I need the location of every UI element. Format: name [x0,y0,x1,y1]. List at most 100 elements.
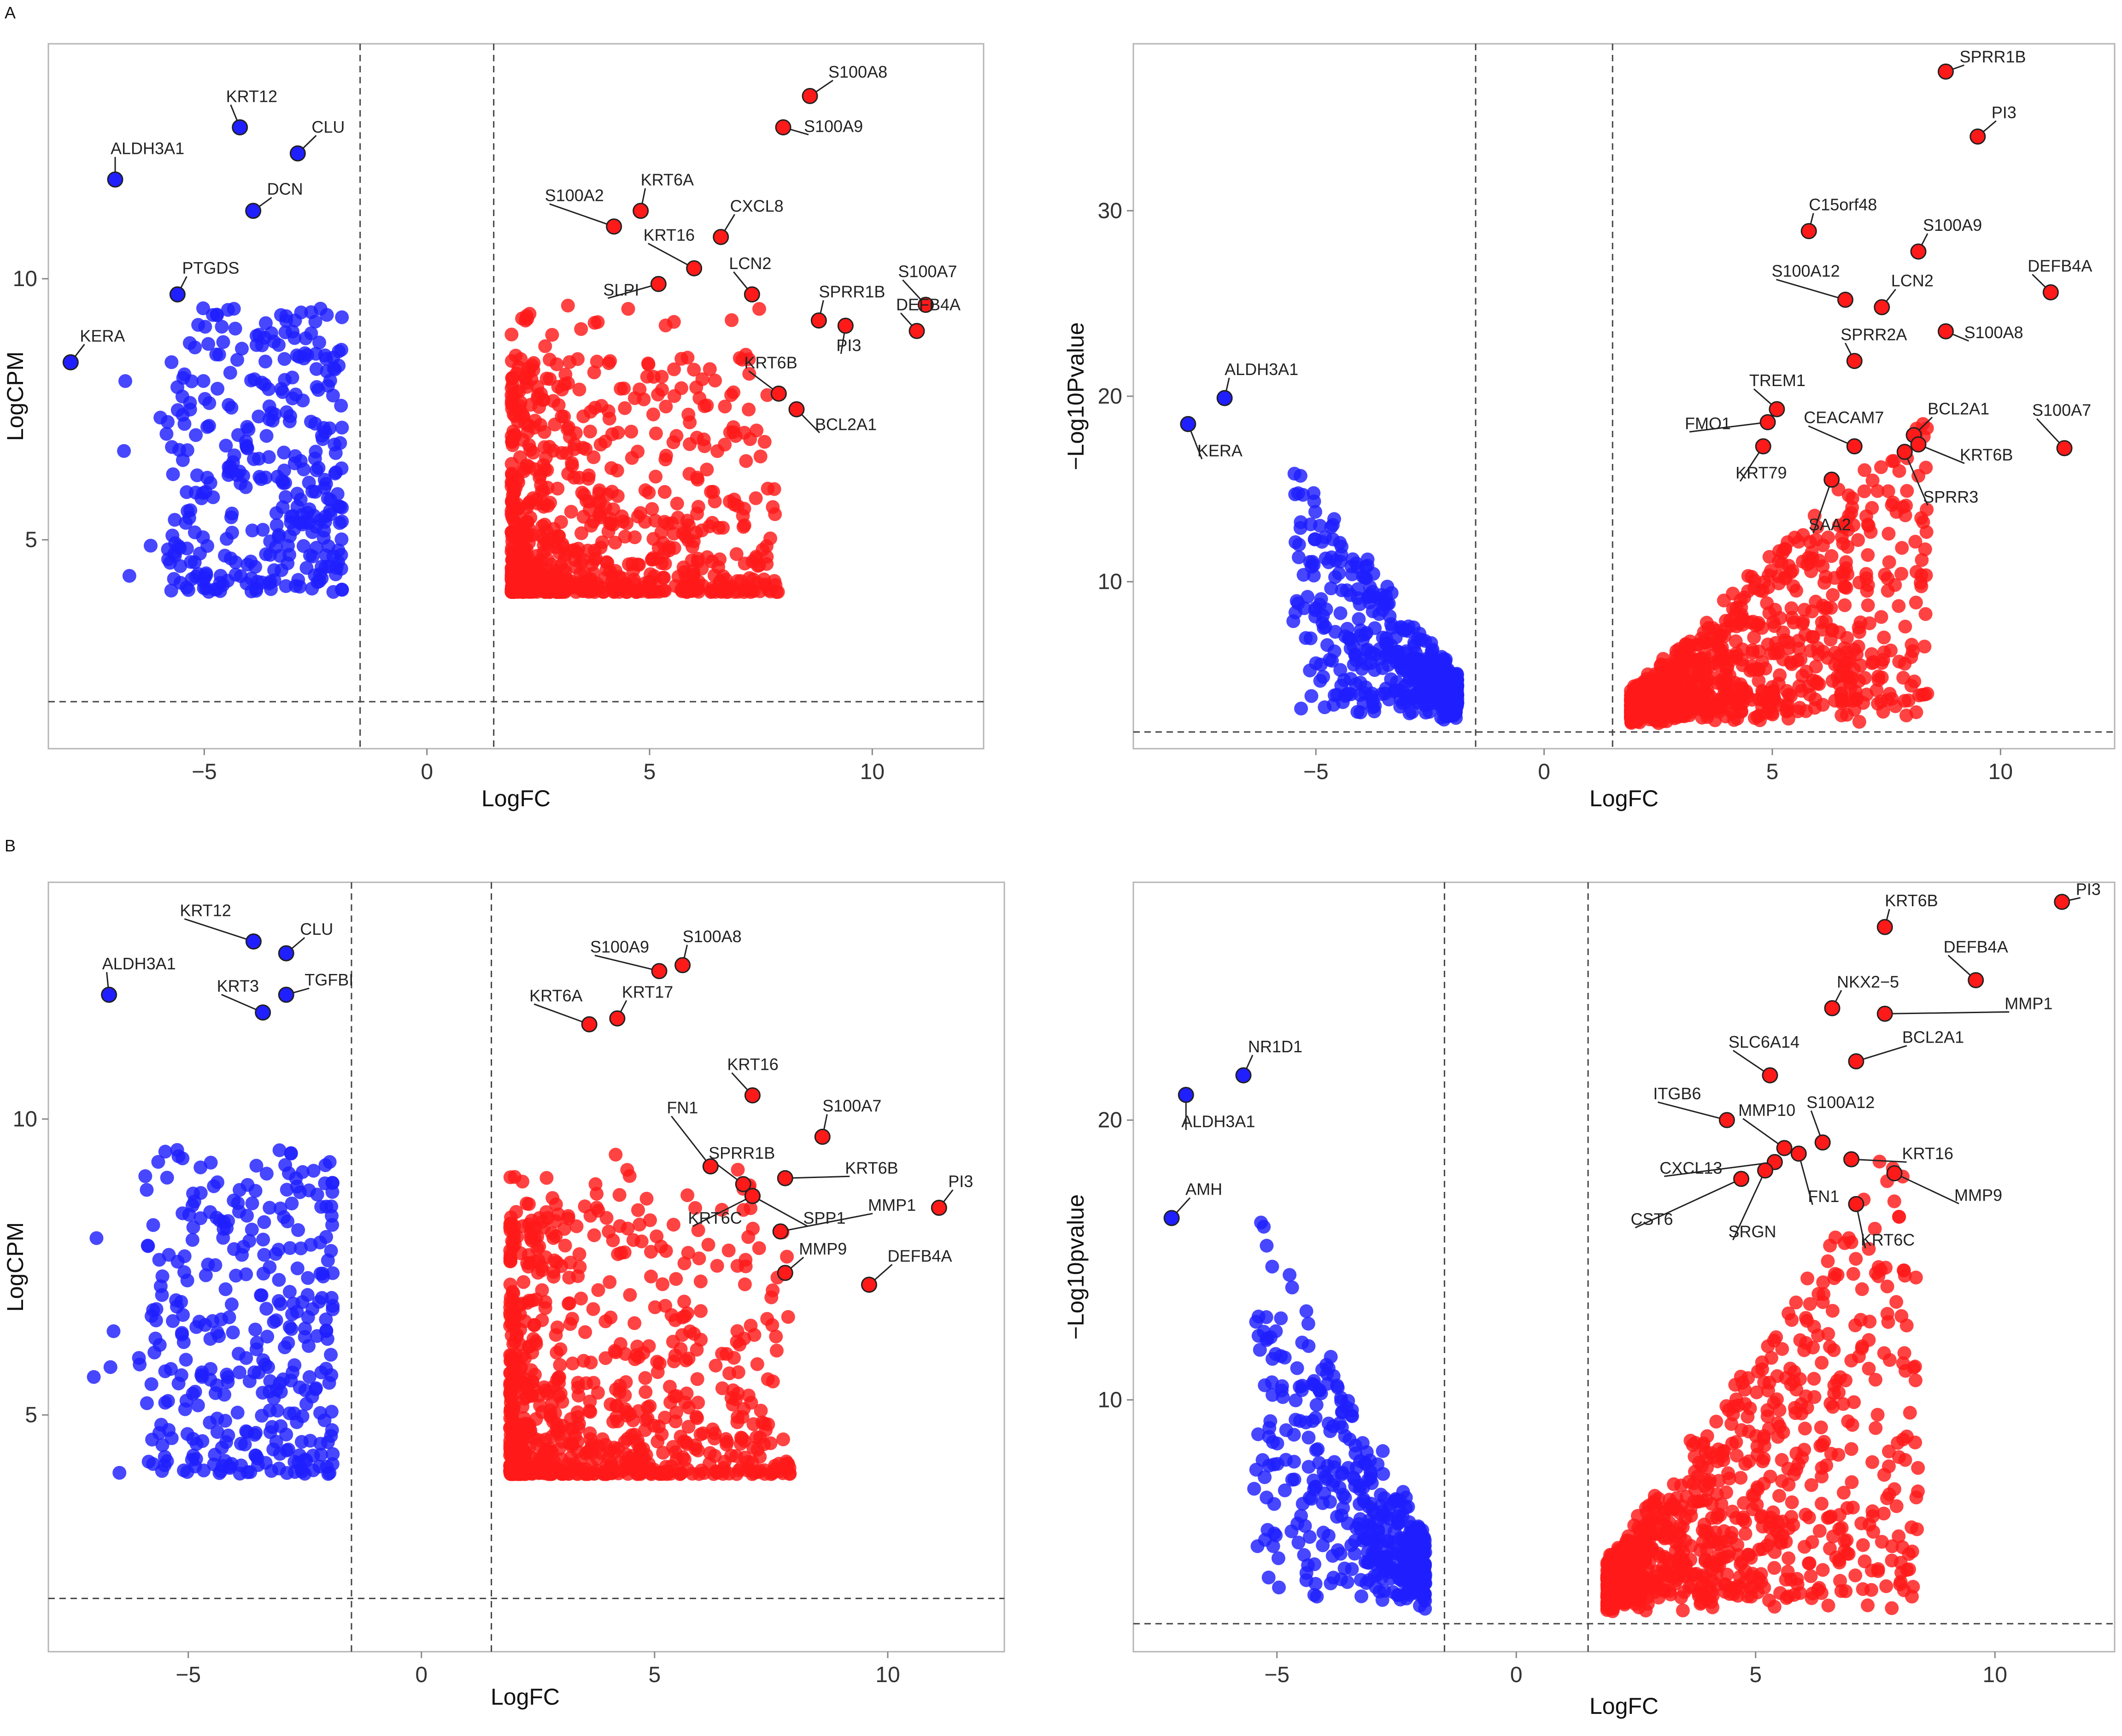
gene-point-up [683,416,697,429]
gene-point-down [335,421,349,434]
gene-point-up [666,1335,680,1349]
gene-point-up [652,1419,666,1433]
gene-point-down [201,1258,215,1272]
gene-point-up [632,558,646,572]
gene-point-up [1914,511,1928,525]
gene-point-up [1852,715,1866,729]
gene-point-up [667,363,681,376]
gene-point-down [173,559,187,573]
gene-point-up [551,380,565,394]
gene-point-up [1815,1461,1829,1475]
gene-point-down [1301,1339,1315,1353]
gene-point-up [766,1375,780,1389]
gene-point-up [709,1359,722,1372]
gene-point-up [730,547,744,561]
gene-point-up [588,401,602,415]
gene-point-up [1858,484,1871,498]
gene-point-up [1723,1472,1736,1485]
labeled-gene-point [256,1005,270,1020]
gene-label: KRT6C [688,1208,742,1227]
gene-label: PI3 [948,1172,973,1191]
gene-point-up [655,370,668,384]
gene-point-down [256,1233,270,1247]
labeled-gene-point [1770,402,1784,416]
gene-point-up [1760,1403,1774,1417]
gene-point-up [656,571,670,585]
gene-point-up [668,389,681,403]
gene-label: LCN2 [1891,271,1934,290]
gene-point-down [1287,1455,1301,1469]
gene-point-up [1889,1295,1903,1309]
gene-point-up [539,1171,553,1185]
gene-point-up [623,1407,637,1421]
gene-label: KRT16 [644,225,695,244]
labeled-gene-point [714,229,728,244]
gene-point-down [227,302,241,316]
gene-point-up [675,1310,689,1324]
gene-point-up [1882,527,1895,540]
gene-point-up [670,1389,684,1403]
gene-point-up [765,1318,779,1332]
gene-point-up [1757,1452,1770,1466]
gene-point-up [639,1371,652,1385]
gene-point-up [694,1304,708,1318]
gene-point-up [702,1238,715,1252]
gene-point-up [754,450,768,463]
gene-point-down [158,1364,172,1378]
gene-point-up [557,410,571,423]
gene-point-up [749,491,763,505]
gene-point-up [1906,644,1920,658]
gene-point-up [690,1343,704,1357]
gene-point-up [522,1197,536,1211]
gene-point-down [287,1358,301,1372]
gene-point-down [104,1360,117,1374]
gene-point-up [639,1448,653,1462]
gene-point-up [529,1221,543,1235]
gene-point-down [188,1460,202,1473]
gene-point-up [523,1425,537,1439]
gene-point-up [781,1310,795,1324]
gene-label: KRT6B [845,1158,898,1177]
labeled-gene-point [803,88,817,103]
gene-point-up [667,315,681,329]
gene-point-down [261,1360,275,1374]
y-tick-label: 5 [25,528,37,552]
gene-point-down [229,322,242,335]
x-tick-label: −5 [176,1663,201,1687]
gene-point-up [1640,692,1654,705]
gene-point-down [301,1288,315,1302]
gene-point-down [89,1231,103,1245]
gene-point-down [240,440,254,454]
gene-point-up [1792,642,1806,656]
gene-point-up [534,553,548,567]
gene-point-down [235,1248,249,1262]
labeled-gene-point [745,1088,760,1103]
labeled-gene-point [838,318,853,333]
gene-point-up [572,383,586,397]
gene-point-up [1682,700,1695,714]
gene-point-up [718,438,732,452]
gene-point-down [248,1323,262,1337]
gene-point-down [325,1185,339,1199]
gene-label: TGFBI [305,970,353,989]
gene-point-down [1313,519,1327,533]
gene-point-down [1386,1585,1400,1599]
gene-point-up [642,486,656,499]
gene-point-up [618,1435,632,1449]
gene-point-up [780,1250,794,1264]
gene-point-up [1861,598,1875,612]
gene-point-down [1263,1414,1277,1428]
gene-point-down [1354,1589,1368,1603]
labeled-gene-point [233,120,247,135]
gene-point-up [1815,1497,1829,1511]
gene-point-down [1391,648,1405,662]
x-tick-label: 5 [644,760,656,784]
gene-point-up [1848,1319,1862,1332]
gene-point-up [598,1438,612,1452]
gene-point-up [1877,1346,1891,1360]
gene-point-down [289,387,303,401]
gene-point-up [568,553,582,567]
gene-point-down [324,1368,338,1382]
gene-point-down [279,490,293,504]
gene-label: FMO1 [1685,414,1731,433]
